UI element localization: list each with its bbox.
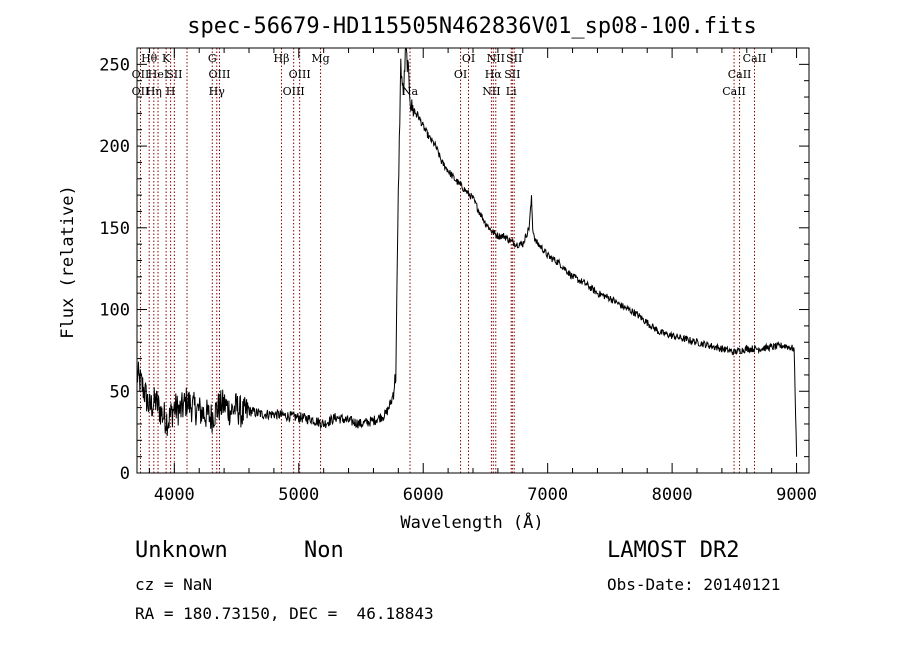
spectral-line-label: Li bbox=[506, 85, 517, 98]
obs-date-text: Obs-Date: 20140121 bbox=[607, 575, 781, 594]
spectral-line-label: Hα bbox=[485, 68, 503, 81]
spectral-line-label: CaII bbox=[728, 68, 752, 81]
spectral-line-markers bbox=[139, 48, 755, 473]
spectral-line-labels: OIIOIIHθHηHeIKHSIIGHγOIIIHβOIIIOIIIMgNaO… bbox=[132, 52, 767, 98]
object-class: Unknown bbox=[135, 538, 228, 563]
spectral-line-label: G bbox=[208, 52, 217, 65]
y-tick-label: 200 bbox=[99, 137, 130, 157]
spectral-line-label: OII bbox=[132, 85, 150, 98]
y-tick-label: 50 bbox=[110, 382, 130, 402]
spectral-line-label: OIII bbox=[289, 68, 311, 81]
y-tick-label: 250 bbox=[99, 55, 130, 75]
y-tick-label: 150 bbox=[99, 219, 130, 239]
spectral-line-label: OIII bbox=[283, 85, 305, 98]
spectral-line-label: CaII bbox=[722, 85, 746, 98]
spectral-line-label: OII bbox=[132, 68, 150, 81]
spectral-line-label: Na bbox=[402, 85, 419, 98]
y-axis-label: Flux (relative) bbox=[58, 185, 78, 339]
y-axis-ticks: 0 50 100 150 200 250 bbox=[99, 47, 809, 484]
x-axis-ticks: 4000 5000 6000 7000 8000 9000 bbox=[148, 48, 817, 505]
spectral-line-label: Hθ bbox=[141, 52, 158, 65]
x-tick-label: 5000 bbox=[278, 485, 319, 505]
survey-name: LAMOST DR2 bbox=[607, 538, 740, 563]
spectral-line-label: H bbox=[166, 85, 176, 98]
spectral-line-label: SII bbox=[504, 68, 520, 81]
spectral-line-label: NII bbox=[487, 52, 505, 65]
x-tick-label: 6000 bbox=[403, 485, 444, 505]
spectral-line-label: NII bbox=[482, 85, 500, 98]
spectral-line-label: HeI bbox=[148, 68, 168, 81]
x-tick-label: 4000 bbox=[154, 485, 195, 505]
chart-title: spec-56679-HD115505N462836V01_sp08-100.f… bbox=[187, 14, 757, 39]
y-tick-label: 100 bbox=[99, 301, 130, 321]
spectral-line-label: OIII bbox=[208, 68, 230, 81]
spectral-line-label: Hβ bbox=[274, 52, 290, 65]
x-tick-label: 9000 bbox=[776, 485, 817, 505]
x-tick-label: 7000 bbox=[527, 485, 568, 505]
spectral-line-label: Mg bbox=[311, 52, 329, 65]
x-axis-label: Wavelength (Å) bbox=[400, 511, 543, 533]
spectral-line-label: CaII bbox=[743, 52, 767, 65]
x-tick-label: 8000 bbox=[652, 485, 693, 505]
spectral-line-label: Hγ bbox=[209, 85, 226, 98]
spectral-line-label: OI bbox=[462, 52, 475, 65]
y-tick-label: 0 bbox=[120, 464, 130, 484]
spectral-line-label: OI bbox=[454, 68, 467, 81]
spectral-line-label: SII bbox=[506, 52, 522, 65]
object-subclass: Non bbox=[304, 538, 344, 563]
spectrum-line bbox=[136, 47, 798, 457]
spectral-line-label: K bbox=[162, 52, 171, 65]
redshift-text: cz = NaN bbox=[135, 575, 213, 594]
spectral-line-label: SII bbox=[166, 68, 182, 81]
coordinates-text: RA = 180.73150, DEC = 46.18843 bbox=[135, 604, 434, 623]
spectral-line-label: Hη bbox=[146, 85, 162, 98]
